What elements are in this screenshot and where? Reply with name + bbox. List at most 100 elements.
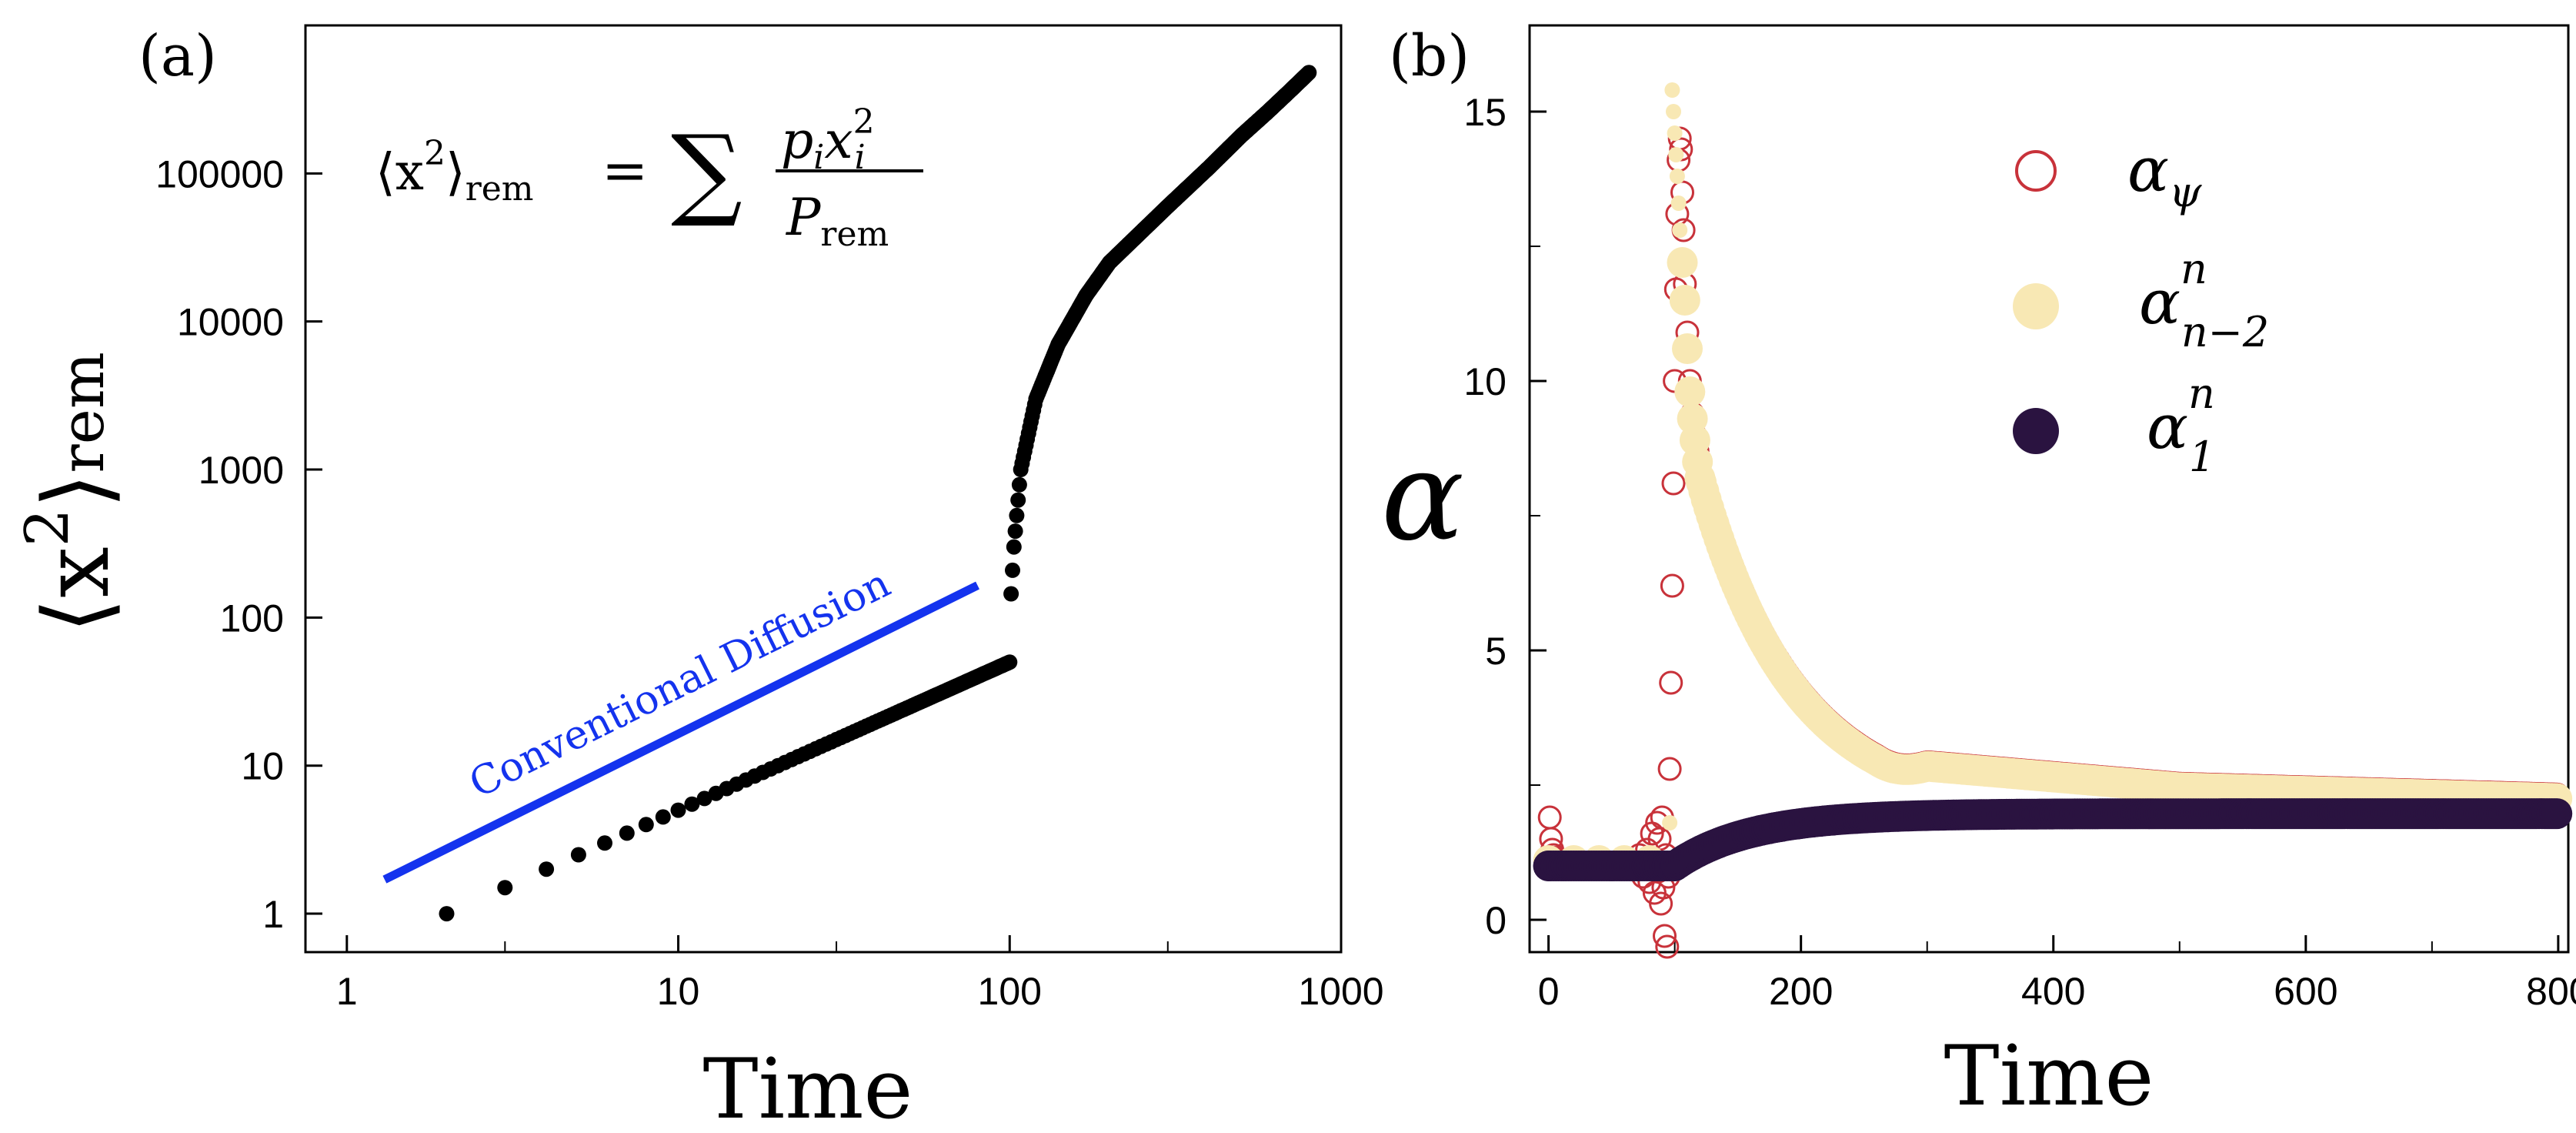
eq-num-x: x xyxy=(824,111,853,170)
data-point-alpha-psi xyxy=(1649,891,1673,916)
data-point-a xyxy=(1002,654,1018,670)
svg-text:⟨x2⟩rem: ⟨x2⟩rem xyxy=(13,352,129,633)
data-point-a xyxy=(1005,562,1020,578)
x-tick-label-a: 1000 xyxy=(1298,970,1383,1013)
plot-b-frame xyxy=(1528,24,2570,954)
x-tick-label-a: 100 xyxy=(978,970,1042,1013)
y-tick-label-a: 1 xyxy=(262,893,284,936)
eq-den-P: P xyxy=(786,188,822,247)
eq-num-p-sub: i xyxy=(813,138,824,177)
data-point-alpha-n-2 xyxy=(1664,82,1680,98)
x-axis-title-b: Time xyxy=(1944,1028,2154,1125)
data-point-alpha-psi xyxy=(1655,934,1680,959)
x-tick-label-b: 400 xyxy=(2021,970,2085,1013)
y-tick-label-a: 100000 xyxy=(155,152,284,196)
data-point-alpha-psi xyxy=(1653,924,1677,948)
data-point-a xyxy=(684,796,700,812)
y-tick-label-b: 5 xyxy=(1485,630,1507,673)
y-axis-b: 0 5 10 15 xyxy=(1463,91,1547,942)
data-point-alpha-psi xyxy=(1659,670,1683,695)
y-tick-label-a: 10000 xyxy=(177,301,284,344)
data-point-a xyxy=(670,802,686,818)
ya-base: ⟨x xyxy=(23,546,129,633)
data-point-alpha-n-2 xyxy=(1669,169,1685,184)
data-point-alpha-n-2 xyxy=(1666,104,1681,119)
series-a xyxy=(439,65,1317,922)
y-axis-title-a: ⟨x2⟩rem xyxy=(13,352,129,633)
data-point-alpha-n-2 xyxy=(1667,125,1683,141)
data-point-a xyxy=(1007,523,1023,540)
ya-sup: 2 xyxy=(13,509,82,547)
data-point-a xyxy=(655,809,671,825)
data-point-a xyxy=(638,817,654,833)
data-point-alpha-n-2 xyxy=(1670,196,1687,211)
eq-sum: ∑ xyxy=(671,113,742,230)
y-tick-label-a: 1000 xyxy=(199,449,284,492)
data-point-a xyxy=(597,835,612,851)
eq-lhs-sup: 2 xyxy=(424,134,445,173)
legend-marker-alpha-n-2 xyxy=(2013,283,2059,329)
x-axis-a: 1 10 100 1000 xyxy=(336,935,1384,1013)
y-axis-title-b: α xyxy=(1381,424,1464,568)
x-tick-label-a: 1 xyxy=(336,970,358,1013)
data-point-a xyxy=(497,880,513,896)
y-tick-label-b: 15 xyxy=(1463,91,1507,134)
data-point-a xyxy=(1003,586,1019,602)
plot-a-frame xyxy=(304,24,1343,954)
data-point-alpha-psi xyxy=(1657,757,1682,781)
svg-text:Prem: Prem xyxy=(786,188,889,254)
data-point-alpha-n-2 xyxy=(1662,815,1678,831)
eq-lhs-close: ⟩ xyxy=(445,142,465,202)
svg-text:⟨x2⟩rem: ⟨x2⟩rem xyxy=(375,134,534,209)
data-point-alpha-n-2 xyxy=(1674,376,1706,407)
legend: αψ αn n−2 αn 1 xyxy=(2013,134,2269,481)
legend-label-alpha-psi: αψ xyxy=(2127,134,2202,216)
equation: ⟨x2⟩rem = ∑ pix2 i Prem xyxy=(375,102,923,254)
data-point-alpha-n-2 xyxy=(1669,285,1700,316)
x-tick-label-b: 800 xyxy=(2526,970,2576,1013)
eq-lhs-base: ⟨x xyxy=(375,142,424,202)
data-point-alpha-n-2 xyxy=(1668,147,1684,162)
data-point-a xyxy=(539,861,555,877)
data-point-alpha-n-2 xyxy=(1672,333,1703,364)
conventional-diffusion-line xyxy=(382,581,979,884)
data-point-alpha-n-2 xyxy=(1667,247,1698,278)
data-point-a xyxy=(1009,507,1025,523)
data-point-a xyxy=(570,847,586,863)
data-point-a xyxy=(439,906,455,922)
panel-b: (b) 0 200 400 600 800 0 5 10 15 αψ αnn−2 αn1 Ti… xyxy=(1381,23,2576,1125)
ya-close: ⟩ xyxy=(23,473,129,509)
eq-num-sup: 2 xyxy=(853,102,875,142)
panel-b-label: (b) xyxy=(1389,23,1470,89)
data-point-a xyxy=(1006,539,1022,555)
legend-marker-alpha-1 xyxy=(2013,408,2059,454)
legend-label-alpha-n-2: αn n−2 xyxy=(2139,245,2269,356)
x-tick-label-b: 600 xyxy=(2274,970,2337,1013)
eq-equals: = xyxy=(602,138,648,202)
y-tick-label-b: 10 xyxy=(1463,360,1507,403)
data-point-alpha-psi xyxy=(1660,573,1684,598)
eq-num-p: p xyxy=(781,111,813,170)
data-point-a xyxy=(619,825,635,841)
data-point-alpha-psi xyxy=(1661,471,1686,496)
panel-a-label: (a) xyxy=(138,23,217,89)
x-tick-label-b: 0 xyxy=(1538,970,1560,1013)
x-tick-label-a: 10 xyxy=(657,970,700,1013)
panel-a: (a) 1 10 100 1000 1 10 100 1000 10000 100000 Con… xyxy=(13,23,1384,1133)
x-tick-label-b: 200 xyxy=(1769,970,1833,1013)
y-axis-a: 1 10 100 1000 10000 100000 xyxy=(155,152,322,936)
y-tick-label-b: 0 xyxy=(1485,899,1507,942)
data-point-a xyxy=(1010,492,1026,508)
eq-num-x-sub: i xyxy=(855,138,866,177)
y-tick-label-a: 10 xyxy=(241,745,284,788)
data-point-a xyxy=(1301,65,1317,81)
data-point-a xyxy=(696,790,712,807)
x-axis-b: 0 200 400 600 800 xyxy=(1538,935,2576,1013)
data-point-alpha-psi xyxy=(1537,805,1562,830)
eq-den-sub: rem xyxy=(820,215,889,254)
data-point-alpha-1 xyxy=(2541,798,2573,830)
ya-sub: rem xyxy=(48,352,118,473)
data-point-a xyxy=(1011,476,1027,493)
